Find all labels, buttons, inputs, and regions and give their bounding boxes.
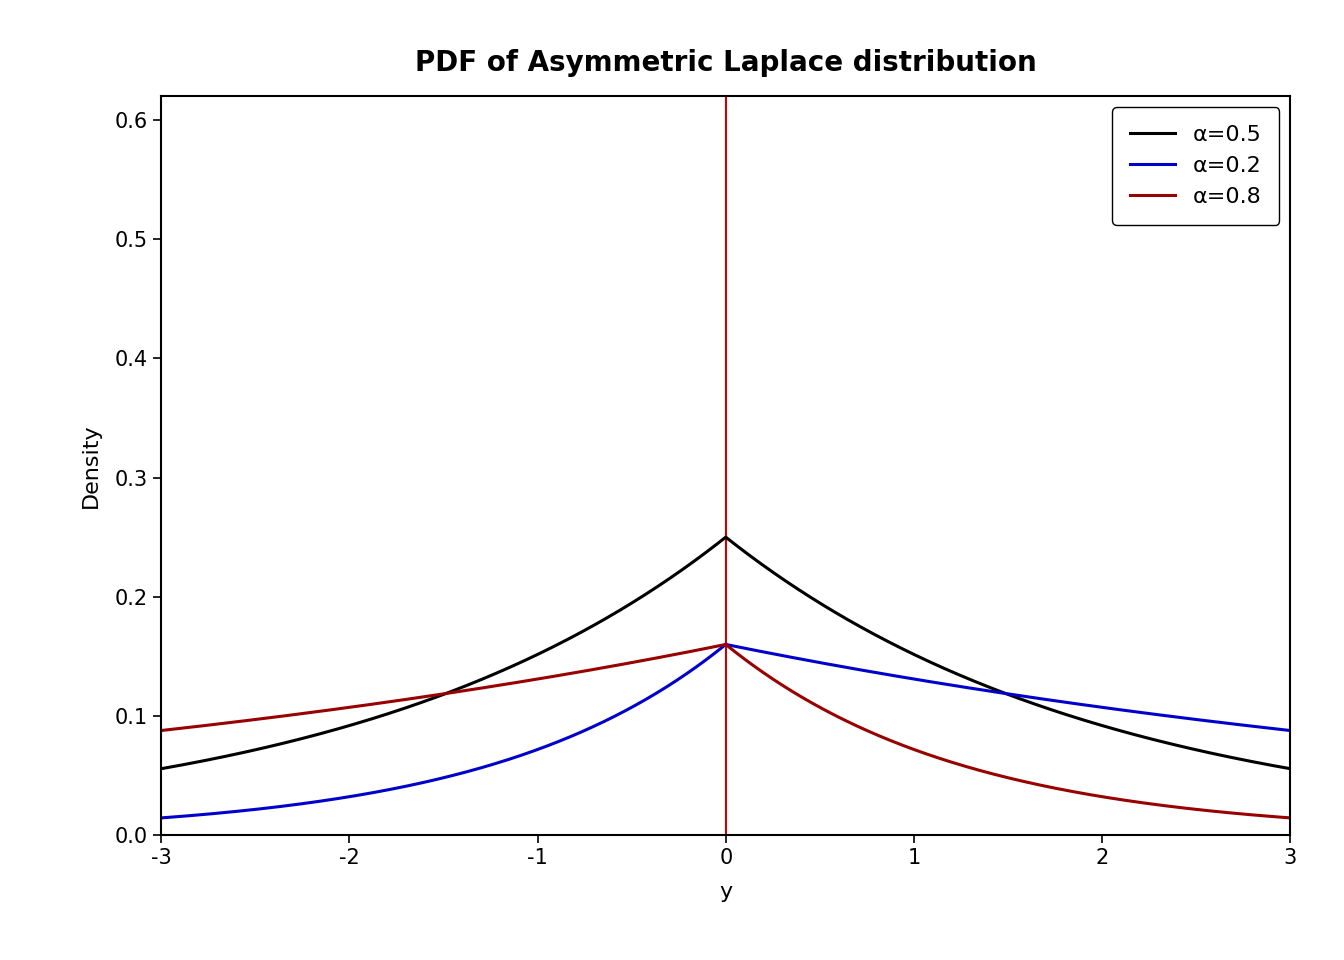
α=0.5 (153, 763, 169, 775)
α=0.5 (349, 717, 366, 729)
α=0.2 (586, 720, 602, 732)
α=0.8 (586, 663, 602, 675)
α=0.5 (636, 590, 652, 602)
α=0.8 (1138, 798, 1154, 809)
Line: α=0.5: α=0.5 (161, 538, 1290, 769)
α=0.2 (349, 790, 366, 802)
Title: PDF of Asymmetric Laplace distribution: PDF of Asymmetric Laplace distribution (415, 49, 1036, 77)
α=0.5 (586, 619, 602, 631)
α=0.5 (1138, 732, 1154, 744)
α=0.8 (282, 709, 298, 721)
Line: α=0.8: α=0.8 (161, 644, 1290, 818)
X-axis label: y: y (719, 882, 732, 902)
α=0.8 (636, 655, 652, 666)
α=0.8 (718, 638, 734, 650)
Line: α=0.2: α=0.2 (161, 644, 1290, 818)
Legend: α=0.5, α=0.2, α=0.8: α=0.5, α=0.2, α=0.8 (1113, 108, 1279, 225)
α=0.5 (282, 735, 298, 747)
α=0.8 (1282, 812, 1298, 824)
α=0.2 (1138, 708, 1154, 719)
α=0.2 (282, 800, 298, 811)
α=0.8 (1261, 810, 1277, 822)
Y-axis label: Density: Density (81, 423, 101, 508)
α=0.2 (153, 812, 169, 824)
α=0.2 (1261, 722, 1277, 733)
α=0.8 (349, 701, 366, 712)
α=0.8 (153, 725, 169, 736)
α=0.5 (718, 532, 734, 543)
α=0.2 (718, 638, 734, 650)
α=0.2 (636, 695, 652, 707)
α=0.5 (1282, 763, 1298, 775)
α=0.5 (1261, 759, 1277, 771)
α=0.2 (1282, 725, 1298, 736)
